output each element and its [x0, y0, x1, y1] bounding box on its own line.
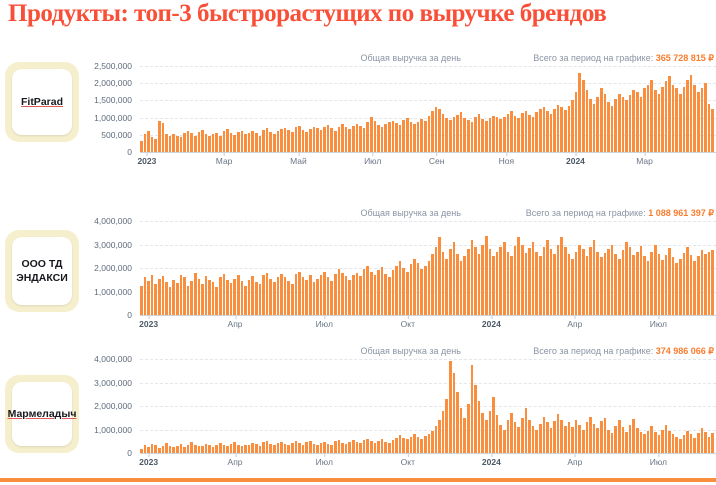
- chart-body: 4,000,000 3,000,000 2,000,000 1,000,000 0: [85, 216, 716, 320]
- brand-card-marmeladych[interactable]: Мармеладыч: [5, 375, 79, 453]
- chart-header: Общая выручка за день Всего за период на…: [140, 205, 716, 220]
- chart-total: Всего за период на графике: 365 728 815 …: [533, 53, 714, 64]
- brand-card-inner: Мармеладыч: [8, 382, 76, 446]
- brand-card-endaksi[interactable]: ООО ТД ЭНДАКСИ: [5, 230, 79, 312]
- chart-total-label: Всего за период на графике:: [525, 208, 646, 218]
- y-axis-labels: 4,000,000 3,000,000 2,000,000 1,000,000 0: [94, 354, 132, 458]
- y-axis-labels: 2,500,000 2,000,000 1,500,000 1,000,000 500,…: [94, 61, 132, 157]
- brand-link-marmeladych[interactable]: Мармеладыч: [7, 407, 77, 420]
- x-axis-line: [140, 453, 716, 454]
- brand-card-inner: ООО ТД ЭНДАКСИ: [12, 237, 72, 305]
- chart-total-label: Всего за период на графике:: [533, 53, 654, 63]
- chart-total-value: 374 986 066 ₽: [655, 346, 714, 356]
- brand-label-endaksi: ООО ТД ЭНДАКСИ: [16, 257, 68, 284]
- x-axis-line: [140, 152, 716, 153]
- plot-area: [140, 359, 716, 454]
- chart-total-value: 365 728 815 ₽: [655, 53, 714, 63]
- chart-body: 4,000,000 3,000,000 2,000,000 1,000,000 0: [85, 354, 716, 458]
- brand-card-fitparad[interactable]: FitParad: [5, 62, 79, 142]
- x-axis-labels: 2023 Апр Июл Окт 2024 Апр Июл: [139, 316, 668, 329]
- bars: [140, 66, 716, 152]
- x-axis-labels: 2023 Мар Май Июл Сен Ноя 2024 Мар: [137, 153, 653, 166]
- chart-endaksi: Общая выручка за день Всего за период на…: [85, 205, 716, 329]
- chart-body: 2,500,000 2,000,000 1,500,000 1,000,000 500,…: [85, 61, 716, 157]
- chart-title: Общая выручка за день: [360, 53, 461, 63]
- next-chart-edge: [0, 478, 716, 482]
- x-axis-line: [140, 315, 716, 316]
- chart-total: Всего за период на графике: 1 088 961 39…: [526, 208, 714, 219]
- chart-total-label: Всего за период на графике:: [533, 346, 654, 356]
- brand-link-fitparad[interactable]: FitParad: [20, 95, 63, 108]
- chart-total: Всего за период на графике: 374 986 066 …: [533, 346, 714, 357]
- chart-total-value: 1 088 961 397 ₽: [648, 208, 714, 218]
- chart-title: Общая выручка за день: [360, 346, 461, 356]
- chart-marmeladych: Общая выручка за день Всего за период на…: [85, 343, 716, 467]
- bars: [140, 359, 716, 453]
- chart-fitparad: Общая выручка за день Всего за период на…: [85, 50, 716, 166]
- chart-title: Общая выручка за день: [360, 208, 461, 218]
- plot-area: [140, 221, 716, 316]
- plot-area: [140, 66, 716, 153]
- chart-header: Общая выручка за день Всего за период на…: [140, 50, 716, 65]
- y-axis-labels: 4,000,000 3,000,000 2,000,000 1,000,000 0: [94, 216, 132, 320]
- page-title: Продукты: топ-3 быстрорастущих по выручк…: [8, 0, 607, 27]
- x-axis-labels: 2023 Апр Июл Окт 2024 Апр Июл: [139, 454, 668, 467]
- chart-header: Общая выручка за день Всего за период на…: [140, 343, 716, 358]
- bars: [140, 221, 716, 315]
- brand-card-inner: FitParad: [12, 69, 72, 135]
